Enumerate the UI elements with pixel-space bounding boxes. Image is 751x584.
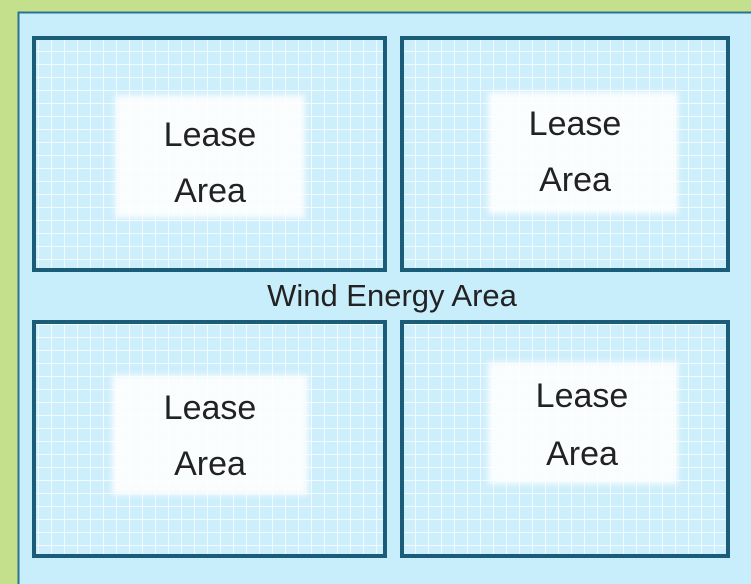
lease-label: Area bbox=[174, 445, 246, 483]
lease-label: Lease bbox=[536, 377, 629, 415]
lease-area-box: Lease Area bbox=[400, 320, 730, 558]
lease-area-box: Lease Area bbox=[32, 36, 387, 272]
area-title: Wind Energy Area bbox=[267, 278, 518, 313]
lease-label: Lease bbox=[529, 105, 622, 143]
lease-label: Area bbox=[174, 172, 246, 210]
lease-label: Lease bbox=[164, 389, 257, 427]
lease-area-box: Lease Area bbox=[32, 320, 387, 558]
lease-area-box: Lease Area bbox=[400, 36, 730, 272]
lease-label: Area bbox=[546, 435, 618, 473]
lease-label: Area bbox=[539, 161, 611, 199]
lease-label: Lease bbox=[164, 116, 257, 154]
